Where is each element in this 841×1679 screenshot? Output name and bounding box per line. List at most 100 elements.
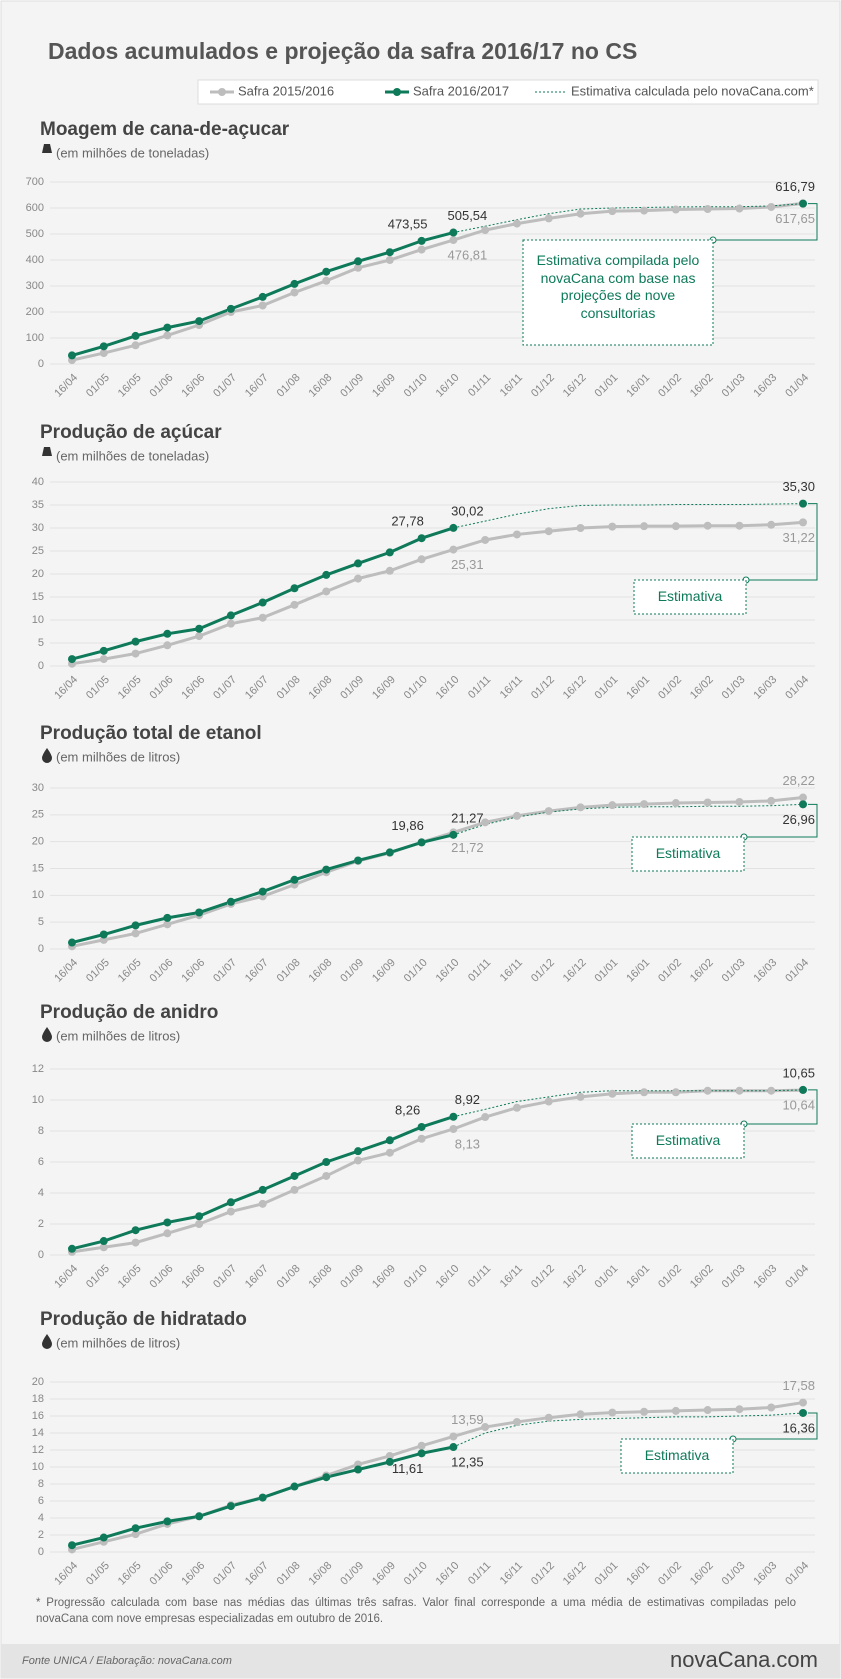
y-tick-label: 4	[38, 1187, 44, 1199]
footnote-wrap: * Progressão calculada com base nas médi…	[36, 1597, 796, 1625]
value-label: 13,59	[451, 1412, 484, 1427]
point	[703, 798, 712, 807]
point	[258, 613, 267, 622]
point	[195, 1220, 204, 1228]
y-tick-label: 35	[32, 499, 44, 511]
y-tick-label: 10	[32, 614, 44, 626]
point	[449, 830, 458, 839]
point	[163, 323, 172, 332]
y-tick-label: 500	[26, 228, 44, 240]
series-line	[71, 201, 804, 362]
point	[99, 1243, 108, 1252]
legend-dot	[393, 88, 401, 96]
point	[576, 209, 585, 218]
annotation: Estimativa	[655, 845, 721, 861]
point	[576, 524, 585, 532]
point	[258, 887, 267, 896]
drop-icon	[42, 1027, 52, 1042]
y-tick-label: 100	[26, 332, 44, 344]
point	[640, 522, 649, 531]
estimate-line	[453, 1412, 804, 1448]
point	[131, 1238, 140, 1247]
annotation: Estimativa	[657, 588, 723, 604]
point	[544, 527, 553, 536]
annotation-wrap: Estimativa	[645, 1447, 710, 1463]
value-label: 12,35	[451, 1454, 484, 1469]
point	[449, 228, 458, 237]
point	[385, 256, 394, 264]
y-tick-label: 5	[38, 916, 44, 928]
footer-band	[1, 1644, 840, 1678]
y-tick-label: 300	[26, 280, 44, 292]
value-label: 616,79	[775, 179, 815, 194]
point	[449, 545, 458, 554]
y-tick-label: 400	[26, 254, 44, 266]
estimate-line	[453, 803, 804, 836]
point	[68, 1541, 76, 1550]
y-tick-label: 10	[32, 1094, 44, 1106]
point	[449, 1432, 458, 1441]
point	[671, 205, 680, 214]
point	[544, 807, 553, 816]
chart-subtitle: (em milhões de toneladas)	[56, 145, 209, 160]
point	[131, 1530, 140, 1539]
y-tick-label: 25	[32, 809, 44, 821]
value-label: 31,22	[782, 530, 815, 545]
annotation-box	[522, 239, 714, 346]
point	[290, 600, 299, 609]
point	[512, 219, 521, 228]
point	[195, 1512, 204, 1521]
point	[354, 257, 363, 266]
point	[68, 938, 76, 947]
point	[671, 1406, 680, 1415]
value-label: 476,81	[448, 247, 488, 262]
page-title: Dados acumulados e projeção da safra 201…	[48, 38, 637, 64]
value-label: 16,36	[782, 1420, 815, 1435]
y-tick-label: 12	[32, 1063, 44, 1075]
point	[735, 797, 744, 806]
point	[290, 279, 299, 288]
value-label: 8,13	[455, 1136, 480, 1151]
annotation-wrap: Estimativa	[657, 588, 723, 604]
point	[512, 1103, 521, 1112]
point	[258, 301, 267, 310]
point	[767, 796, 776, 805]
series-line	[71, 520, 804, 666]
point	[703, 1406, 712, 1415]
point	[703, 1086, 712, 1095]
source: Fonte UNICA / Elaboração: novaCana.com	[22, 1655, 232, 1667]
value-label: 10,65	[782, 1065, 815, 1080]
point	[322, 1473, 331, 1482]
point	[258, 598, 267, 607]
point	[131, 921, 140, 930]
point	[703, 521, 712, 530]
point	[131, 1226, 140, 1235]
point	[799, 518, 807, 527]
connector	[744, 1089, 818, 1125]
point	[767, 520, 776, 529]
point	[322, 587, 331, 596]
y-tick-label: 10	[32, 889, 44, 901]
annotation-box	[631, 1123, 745, 1159]
chart-title: Produção de açúcar	[40, 422, 222, 443]
point	[258, 292, 267, 301]
point	[671, 799, 680, 808]
point	[354, 574, 363, 583]
value-label: 19,86	[391, 818, 424, 833]
series-line	[71, 1088, 804, 1254]
value-label: 21,27	[451, 810, 484, 825]
point	[449, 1124, 458, 1133]
footnote: * Progressão calculada com base nas médi…	[36, 1597, 796, 1625]
value-label: 27,78	[391, 514, 424, 529]
point	[195, 317, 204, 326]
point	[354, 559, 363, 568]
drop-icon	[42, 748, 52, 763]
point	[99, 342, 108, 351]
point	[226, 897, 235, 906]
point	[417, 236, 426, 245]
annotation-wrap: Estimativa	[656, 1132, 721, 1148]
point	[354, 1465, 363, 1474]
y-tick-label: 4	[38, 1512, 44, 1524]
y-tick-label: 20	[32, 1376, 44, 1388]
chart-subtitle: (em milhões de toneladas)	[56, 448, 209, 463]
